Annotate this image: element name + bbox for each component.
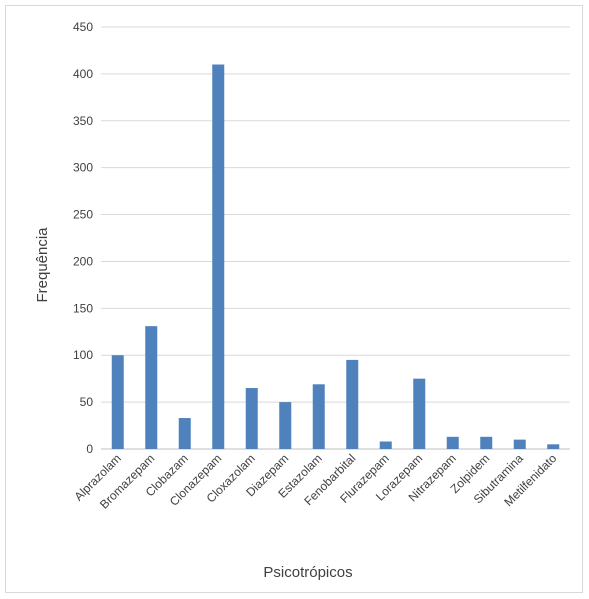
y-axis-ticks: 0 50 100 150 200 250 300 350 400 450 (73, 20, 93, 456)
y-tick-label: 450 (73, 20, 93, 34)
bar-cloxazolam (245, 388, 258, 449)
bar-nitrazepam (446, 436, 459, 449)
bar-lorazepam (413, 378, 426, 449)
x-axis-category-labels: AlprazolamBromazepamClobazamClonazepamCl… (72, 451, 560, 512)
y-tick-label: 100 (73, 348, 93, 362)
x-axis-title: Psicotrópicos (263, 564, 352, 581)
y-axis-title: Frequência (34, 227, 51, 303)
gridlines (101, 26, 570, 450)
y-tick-label: 250 (73, 208, 93, 222)
chart-frame (5, 5, 583, 593)
bar-bromazepam (145, 326, 158, 449)
y-tick-label: 200 (73, 254, 93, 268)
bar-clobazam (178, 418, 191, 449)
bars (111, 64, 560, 449)
y-tick-label: 350 (73, 114, 93, 128)
bar-alprazolam (111, 355, 124, 449)
y-tick-label: 0 (86, 442, 93, 456)
bar-estazolam (312, 384, 325, 449)
bar-metilfenidato (547, 444, 560, 449)
y-tick-label: 50 (80, 395, 94, 409)
y-tick-label: 300 (73, 161, 93, 175)
y-tick-label: 400 (73, 67, 93, 81)
bar-fenobarbital (346, 359, 359, 449)
bar-sibutramina (513, 439, 526, 449)
bar-zolpidem (480, 436, 493, 449)
bar-diazepam (279, 402, 292, 449)
bar-flurazepam (379, 441, 392, 449)
y-tick-label: 150 (73, 301, 93, 315)
bar-clonazepam (212, 64, 225, 449)
